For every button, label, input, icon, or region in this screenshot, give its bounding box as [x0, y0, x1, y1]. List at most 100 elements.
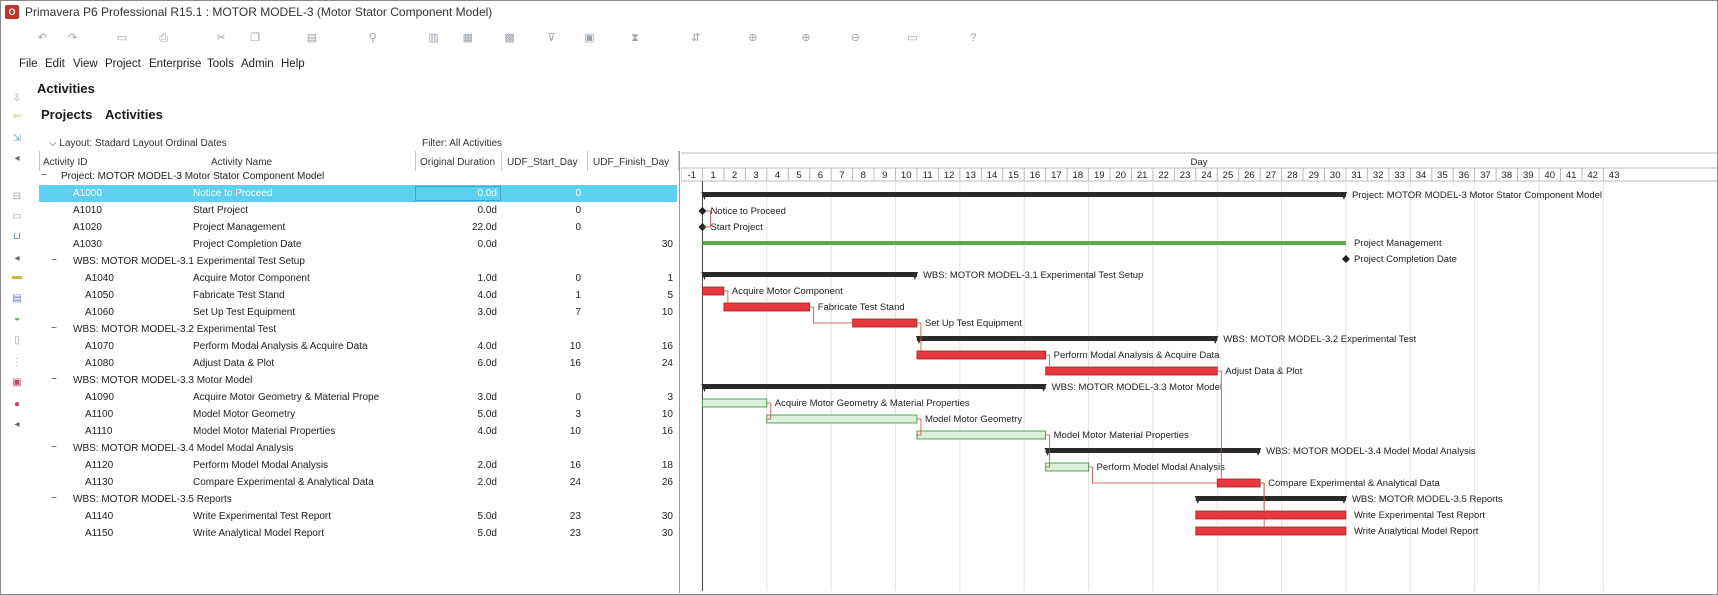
column-header-udf-start[interactable]: UDF_Start_Day	[507, 157, 578, 168]
folder-icon[interactable]: ▬	[12, 271, 22, 282]
bar-label: Start Project	[710, 222, 763, 233]
group-name: WBS: MOTOR MODEL-3.3 Motor Model	[73, 375, 253, 386]
risks-icon[interactable]: ▣	[12, 377, 22, 388]
menu-admin[interactable]: Admin	[241, 58, 274, 70]
scroll-left-icon-2[interactable]: ◂	[14, 253, 20, 264]
menu-enterprise[interactable]: Enterprise	[149, 58, 202, 70]
layout-selector[interactable]: ⌵ Layout: Stadard Layout Ordinal Dates	[49, 138, 227, 149]
activity-bar[interactable]	[916, 430, 1047, 440]
column-header-activity-id[interactable]: Activity ID	[43, 157, 88, 168]
critical-activity-bar[interactable]	[852, 318, 918, 328]
column-header-original-duration[interactable]: Original Duration	[420, 157, 496, 168]
filter-icon[interactable]: ⊽	[547, 32, 556, 44]
active-cell[interactable]	[415, 186, 501, 201]
wbs-row[interactable]: − WBS: MOTOR MODEL-3.4 Model Modal Analys…	[39, 440, 679, 457]
wbs-icon[interactable]: ⊟	[12, 191, 22, 202]
table-row[interactable]: A1110 Model Motor Material Properties 4.0d…	[39, 423, 679, 440]
menu-help[interactable]: Help	[281, 58, 305, 70]
summary-bar[interactable]	[1045, 448, 1261, 453]
cut-icon[interactable]: ✂	[216, 32, 226, 44]
summary-bar[interactable]	[916, 336, 1218, 341]
wbs-row[interactable]: − WBS: MOTOR MODEL-3.1 Experimental Test …	[39, 253, 679, 270]
directory-icon[interactable]: ⇲	[12, 133, 22, 144]
columns-icon[interactable]: ▦	[462, 32, 473, 44]
back-icon[interactable]: ⇩	[12, 93, 22, 104]
table-row[interactable]: A1050 Fabricate Test Stand 4.0d 1 5	[39, 287, 679, 304]
left-nav-strip: ⇩ ⇦ ⇲ ◂ ⊟ ▭ ⊔ ◂ ▬ ▤ ◒ ▯ ⋮ ▣ ● ◂	[1, 81, 35, 595]
level-of-effort-bar[interactable]	[702, 241, 1346, 245]
issues-icon[interactable]: ⋮	[12, 357, 22, 368]
print-icon[interactable]: ⎙	[159, 32, 169, 44]
critical-activity-bar[interactable]	[916, 350, 1047, 360]
level-icon[interactable]: ⇵	[691, 32, 701, 44]
refresh-icon[interactable]: ▭	[907, 32, 918, 44]
chart-icon[interactable]: ⊔	[13, 231, 21, 242]
table-row[interactable]: A1080 Adjust Data & Plot 6.0d 16 24	[39, 355, 679, 372]
critical-activity-bar[interactable]	[1045, 366, 1218, 376]
wbs-row[interactable]: − WBS: MOTOR MODEL-3.3 Motor Model	[39, 372, 679, 389]
summary-bar[interactable]	[702, 272, 917, 277]
scroll-left-icon-3[interactable]: ◂	[14, 419, 20, 430]
critical-activity-bar[interactable]	[1216, 478, 1261, 488]
zoom-out-icon[interactable]: ⊖	[850, 32, 860, 44]
table-row[interactable]: A1140 Write Experimental Test Report 5.0d 2…	[39, 508, 679, 525]
activity-name-cell: Start Project	[193, 205, 249, 216]
scroll-left-icon[interactable]: ◂	[14, 153, 20, 164]
zoom-in-icon[interactable]: ⊕	[801, 32, 811, 44]
document-icon[interactable]: ▭	[12, 211, 22, 222]
tab-activities[interactable]: Activities	[105, 107, 163, 122]
milestone-diamond[interactable]	[1341, 255, 1350, 263]
critical-activity-bar[interactable]	[723, 302, 811, 312]
milestone-diamond[interactable]	[698, 207, 707, 215]
activity-bar[interactable]	[766, 414, 918, 424]
table-row[interactable]: A1020 Project Management 22.0d 0	[39, 219, 679, 236]
table-row[interactable]: A1090 Acquire Motor Geometry & Material P…	[39, 389, 679, 406]
table-row[interactable]: A1030 Project Completion Date 0.0d 30	[39, 236, 679, 253]
table-row[interactable]: A1010 Start Project 0.0d 0	[39, 202, 679, 219]
tab-projects[interactable]: Projects	[41, 107, 93, 122]
activity-bar[interactable]	[702, 398, 768, 408]
paste-icon[interactable]: ▤	[306, 32, 318, 44]
summary-bar[interactable]	[702, 192, 1346, 197]
wbs-row[interactable]: − WBS: MOTOR MODEL-3.2 Experimental Test	[39, 321, 679, 338]
link-icon[interactable]: ⚲	[368, 32, 377, 44]
column-header-activity-name[interactable]: Activity Name	[211, 157, 273, 168]
layout-icon[interactable]: ▥	[428, 32, 439, 44]
menu-edit[interactable]: Edit	[45, 58, 65, 70]
expenses-icon[interactable]: ●	[13, 399, 21, 410]
help-icon[interactable]: ?	[970, 32, 977, 44]
table-row[interactable]: A1150 Write Analytical Model Report 5.0d 23…	[39, 525, 679, 542]
group-name: WBS: MOTOR MODEL-3.4 Model Modal Analysi…	[73, 443, 294, 454]
summary-bar[interactable]	[1195, 496, 1346, 501]
menu-project[interactable]: Project	[105, 58, 141, 70]
reports-icon[interactable]: ▯	[14, 335, 20, 346]
assign-icon[interactable]: ⊕	[748, 32, 758, 44]
resources-icon[interactable]: ▤	[12, 293, 22, 304]
undo-icon[interactable]: ↶	[37, 32, 47, 44]
menu-tools[interactable]: Tools	[207, 58, 234, 70]
tracking-icon[interactable]: ◒	[13, 313, 21, 324]
table-row[interactable]: A1000 Notice to Proceed 0.0d 0	[39, 185, 679, 202]
bars-icon[interactable]: ▩	[504, 32, 515, 44]
critical-activity-bar[interactable]	[702, 286, 725, 296]
wbs-row[interactable]: − WBS: MOTOR MODEL-3.5 Reports	[39, 491, 679, 508]
schedule-icon[interactable]: ⧗	[631, 32, 639, 44]
pane-divider[interactable]	[679, 151, 680, 593]
summary-bar[interactable]	[702, 384, 1046, 389]
column-header-udf-finish[interactable]: UDF_Finish_Day	[593, 157, 670, 168]
table-row[interactable]: A1060 Set Up Test Equipment 3.0d 7 10	[39, 304, 679, 321]
redo-icon[interactable]: ↷	[67, 32, 78, 44]
table-row[interactable]: A1040 Acquire Motor Component 1.0d 0 1	[39, 270, 679, 287]
table-row[interactable]: A1130 Compare Experimental & Analytical D…	[39, 474, 679, 491]
group-icon[interactable]: ▣	[584, 32, 595, 44]
activity-bar[interactable]	[1045, 462, 1089, 472]
copy-icon[interactable]: ❐	[250, 32, 260, 44]
menu-file[interactable]: File	[19, 58, 38, 70]
forward-icon[interactable]: ⇦	[12, 111, 22, 122]
project-row[interactable]: − Project: MOTOR MODEL-3 Motor Stator Com…	[39, 168, 679, 185]
table-row[interactable]: A1070 Perform Modal Analysis & Acquire Da…	[39, 338, 679, 355]
table-row[interactable]: A1120 Perform Model Modal Analysis 2.0d 16 1…	[39, 457, 679, 474]
table-row[interactable]: A1100 Model Motor Geometry 5.0d 3 10	[39, 406, 679, 423]
save-icon[interactable]: ▭	[116, 32, 128, 44]
menu-view[interactable]: View	[73, 58, 98, 70]
